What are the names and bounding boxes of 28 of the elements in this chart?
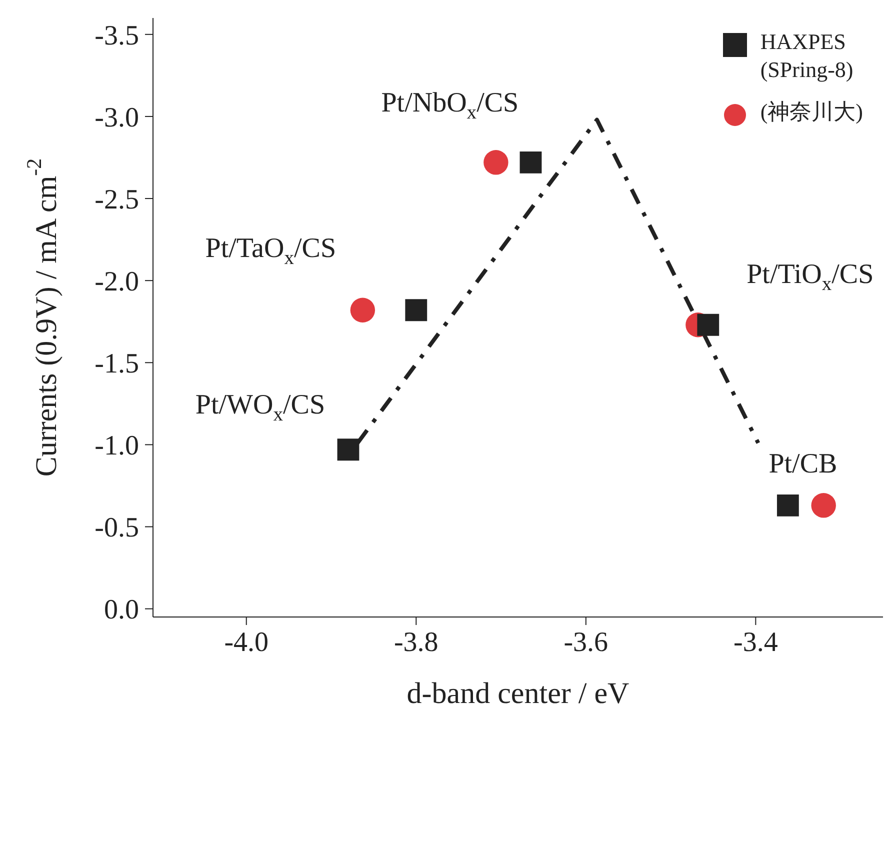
- point: [776, 494, 799, 516]
- y-tick-label: -2.5: [94, 184, 139, 216]
- y-tick-label: -3.0: [94, 102, 139, 134]
- point: [697, 314, 720, 336]
- legend-label: HAXPES (SPring-8): [760, 28, 854, 84]
- point: [350, 298, 376, 322]
- x-tick-label: -3.6: [564, 626, 608, 658]
- y-tick-label: -0.5: [94, 512, 139, 544]
- x-axis-title: d-band center / eV: [406, 677, 630, 710]
- point: [520, 151, 542, 174]
- annotation: Pt/CB: [768, 448, 838, 479]
- annotation: Pt/TaO$_{x}$/CS: [205, 232, 336, 270]
- y-tick-label: -1.0: [94, 430, 139, 462]
- y-tick-label: -3.5: [94, 20, 139, 52]
- x-tick-label: -4.0: [224, 626, 269, 658]
- annotation: Pt/TiO$_{x}$/CS: [746, 258, 874, 295]
- x-tick-label: -3.4: [734, 626, 778, 658]
- point: [405, 299, 428, 322]
- legend-label: (神奈川大): [760, 98, 863, 126]
- y-tick-label: -1.5: [94, 348, 139, 380]
- point: [337, 438, 360, 461]
- x-tick-label: -3.8: [394, 626, 438, 658]
- annotation: Pt/NbO$_{x}$/CS: [381, 86, 519, 124]
- y-tick-label: -2.0: [94, 266, 139, 298]
- point: [811, 493, 836, 518]
- point: [484, 150, 508, 175]
- annotation: Pt/WO$_{x}$/CS: [195, 389, 326, 426]
- y-tick-label: 0.0: [104, 594, 139, 626]
